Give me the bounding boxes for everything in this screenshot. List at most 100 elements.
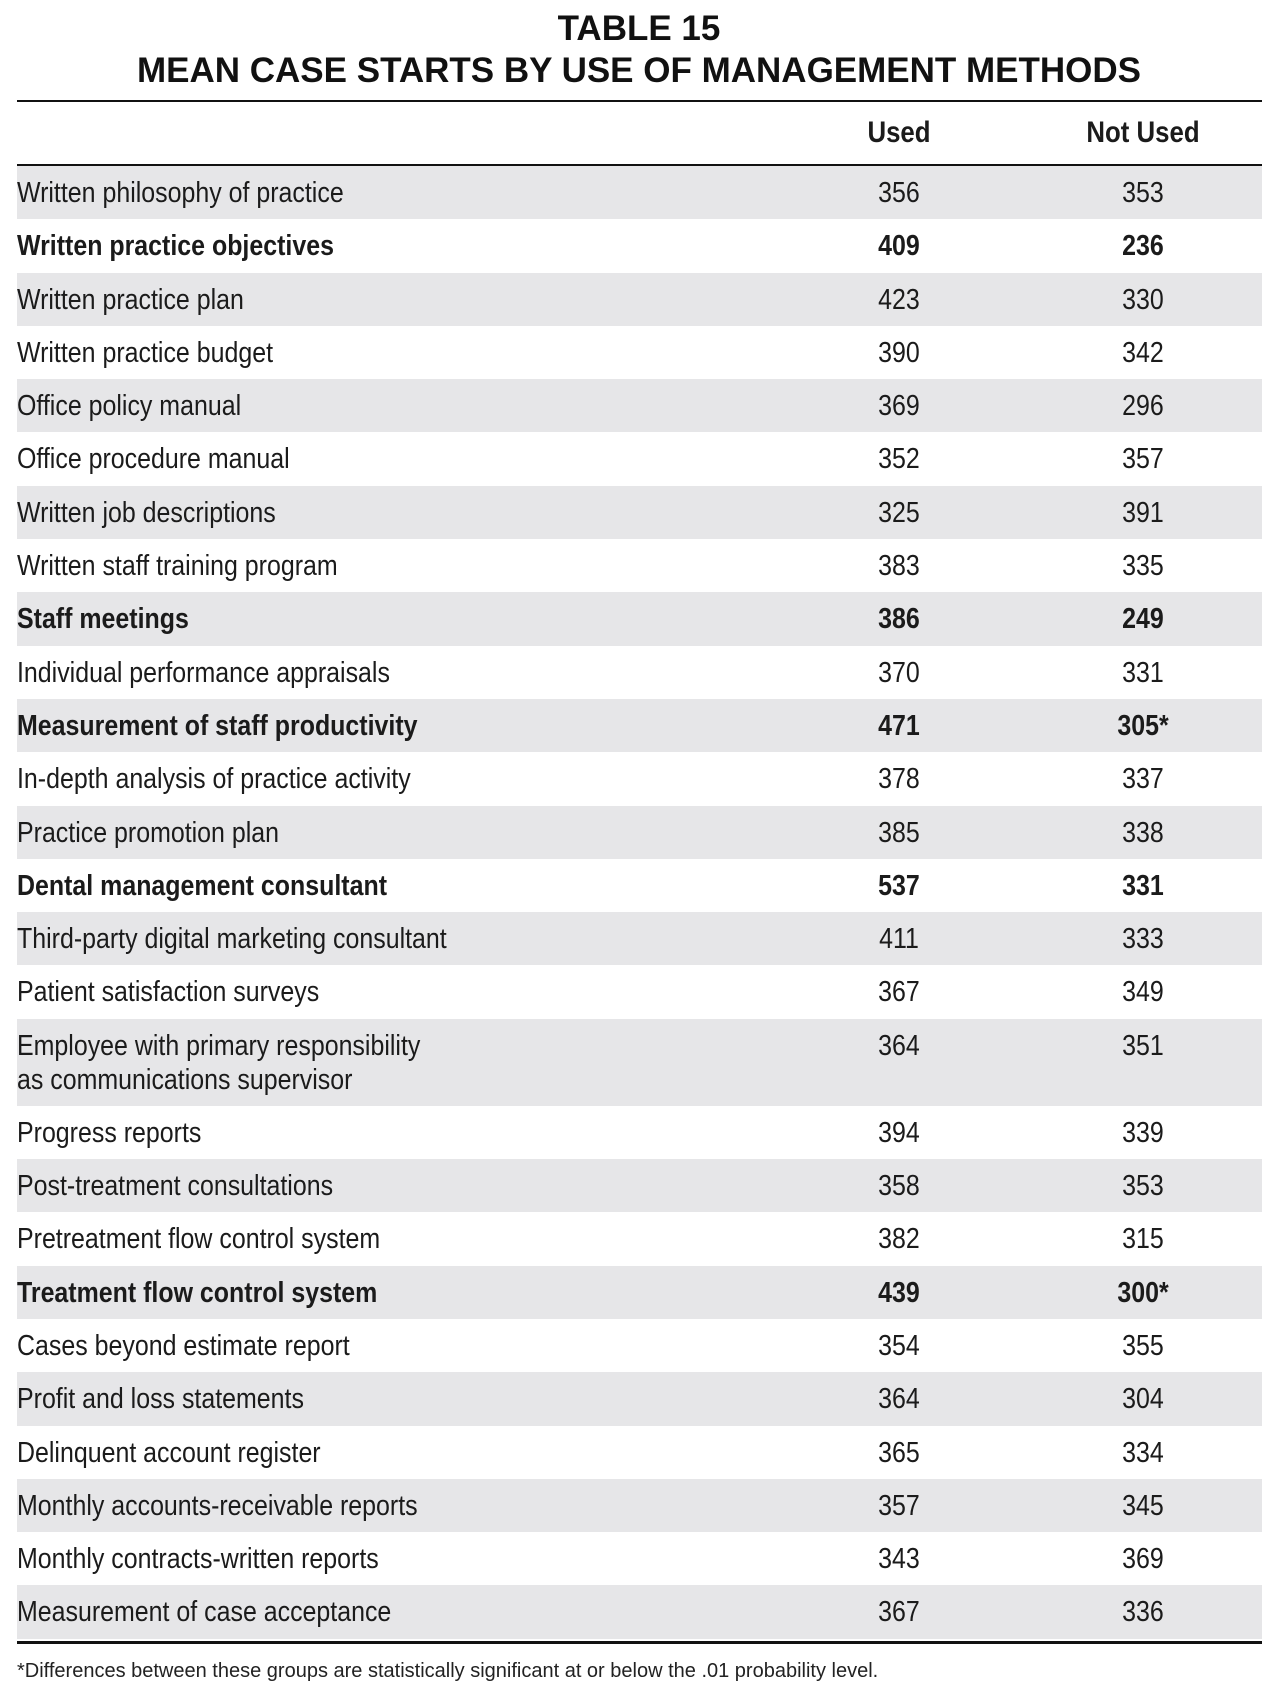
- footnote: *Differences between these groups are st…: [17, 1660, 879, 1682]
- table-row: Post-treatment consultations 358 353: [17, 1159, 1262, 1213]
- not-used-value: 304: [1122, 1383, 1164, 1416]
- row-label: Patient satisfaction surveys: [17, 976, 320, 1009]
- used-value: 369: [878, 390, 920, 423]
- row-label: Post-treatment consultations: [17, 1170, 334, 1203]
- table-heading: MEAN CASE STARTS BY USE OF MANAGEMENT ME…: [136, 51, 1142, 90]
- not-used-value: 349: [1122, 976, 1164, 1009]
- not-used-value: 337: [1122, 763, 1164, 796]
- table-row: Individual performance appraisals 370 331: [17, 646, 1262, 699]
- used-value: 471: [878, 709, 920, 742]
- table-row: Written practice plan 423 330: [17, 272, 1262, 326]
- not-used-value: 391: [1122, 496, 1164, 529]
- used-value: 386: [878, 603, 920, 636]
- used-value: 439: [878, 1276, 920, 1309]
- row-label: Written practice budget: [17, 336, 274, 369]
- used-value: 385: [878, 816, 920, 849]
- not-used-value: 353: [1122, 1170, 1164, 1203]
- used-value: 383: [878, 550, 920, 583]
- used-value: 390: [878, 336, 920, 369]
- not-used-value: 369: [1122, 1543, 1164, 1576]
- table-row: Progress reports 394 339: [17, 1106, 1262, 1159]
- table-row: Measurement of case acceptance 367 336: [17, 1585, 1262, 1639]
- used-value: 325: [878, 496, 920, 529]
- not-used-value: 338: [1122, 816, 1164, 849]
- not-used-value: 331: [1122, 869, 1164, 902]
- header-rule: [17, 164, 1262, 167]
- table-row: Written practice budget 390 342: [17, 326, 1262, 379]
- table-row: Treatment flow control system 439 300*: [17, 1265, 1262, 1319]
- not-used-value: 339: [1122, 1116, 1164, 1149]
- used-value: 367: [878, 976, 920, 1009]
- used-value: 358: [878, 1170, 920, 1203]
- used-value: 343: [878, 1543, 920, 1576]
- row-label: Profit and loss statements: [17, 1383, 304, 1416]
- row-label: Office policy manual: [17, 390, 242, 423]
- table-row: In-depth analysis of practice activity 37…: [17, 752, 1262, 805]
- table-row: Third-party digital marketing consultant…: [17, 912, 1262, 966]
- row-label: Office procedure manual: [17, 443, 290, 476]
- not-used-value: 315: [1122, 1223, 1164, 1256]
- used-value: 411: [879, 923, 919, 956]
- used-value: 537: [878, 869, 920, 902]
- not-used-value: 353: [1122, 177, 1164, 209]
- not-used-value: 336: [1122, 1596, 1164, 1629]
- table-row: Written job descriptions 325 391: [17, 485, 1262, 540]
- column-header-not-used: Not Used: [1086, 116, 1200, 149]
- not-used-value: 331: [1122, 656, 1164, 689]
- table-row: Monthly accounts-receivable reports 357 34…: [17, 1478, 1262, 1533]
- row-label: Written practice plan: [17, 283, 244, 316]
- not-used-value: 335: [1122, 550, 1164, 583]
- row-label: In-depth analysis of practice activity: [17, 763, 411, 796]
- not-used-value: 333: [1122, 923, 1164, 956]
- used-value: 409: [878, 230, 920, 263]
- row-label: Written philosophy of practice: [17, 177, 344, 209]
- table-row: Measurement of staff productivity 471 305*: [17, 698, 1262, 753]
- row-label: Pretreatment flow control system: [17, 1223, 381, 1256]
- not-used-value: 345: [1122, 1489, 1164, 1522]
- table-row: Office procedure manual 352 357: [17, 432, 1262, 485]
- used-value: 364: [878, 1029, 920, 1062]
- table-row: Written practice objectives 409 236: [17, 219, 1262, 272]
- row-label: Monthly contracts-written reports: [17, 1543, 379, 1576]
- row-label: Employee with primary responsibility as …: [17, 1029, 421, 1096]
- table-row: Monthly contracts-written reports 343 369: [17, 1532, 1262, 1585]
- not-used-value: 351: [1122, 1029, 1164, 1062]
- table-row: Written philosophy of practice 356 353: [17, 166, 1262, 220]
- row-label: Written job descriptions: [17, 496, 276, 529]
- top-rule: [17, 100, 1262, 102]
- not-used-value: 236: [1122, 230, 1164, 263]
- row-label: Cases beyond estimate report: [17, 1329, 350, 1362]
- table-row: Practice promotion plan 385 338: [17, 805, 1262, 859]
- used-value: 352: [878, 443, 920, 476]
- used-value: 354: [878, 1329, 920, 1362]
- not-used-value: 357: [1122, 443, 1164, 476]
- not-used-value: 296: [1122, 390, 1164, 423]
- row-label: Treatment flow control system: [17, 1276, 378, 1309]
- row-label: Written practice objectives: [17, 230, 334, 263]
- used-value: 382: [878, 1223, 920, 1256]
- used-value: 364: [878, 1383, 920, 1416]
- row-label: Progress reports: [17, 1116, 202, 1149]
- not-used-value: 300*: [1117, 1276, 1169, 1309]
- not-used-value: 342: [1122, 336, 1164, 369]
- row-label: Staff meetings: [17, 603, 189, 636]
- row-label: Third-party digital marketing consultant: [17, 923, 447, 956]
- table-row: Patient satisfaction surveys 367 349: [17, 965, 1262, 1018]
- not-used-value: 305*: [1117, 709, 1169, 742]
- used-value: 357: [878, 1489, 920, 1522]
- row-label: Practice promotion plan: [17, 816, 280, 849]
- table-row: Profit and loss statements 364 304: [17, 1372, 1262, 1426]
- used-value: 356: [878, 177, 920, 209]
- row-label: Monthly accounts-receivable reports: [17, 1489, 418, 1522]
- not-used-value: 249: [1122, 603, 1164, 636]
- bottom-rule: [17, 1641, 1262, 1644]
- used-value: 367: [878, 1596, 920, 1629]
- row-label: Individual performance appraisals: [17, 656, 390, 689]
- table-row: Delinquent account register 365 334: [17, 1426, 1262, 1479]
- table-row: Dental management consultant 537 331: [17, 859, 1262, 912]
- row-label: Delinquent account register: [17, 1436, 321, 1469]
- used-value: 370: [878, 656, 920, 689]
- used-value: 394: [878, 1116, 920, 1149]
- table-row: Office policy manual 369 296: [17, 379, 1262, 433]
